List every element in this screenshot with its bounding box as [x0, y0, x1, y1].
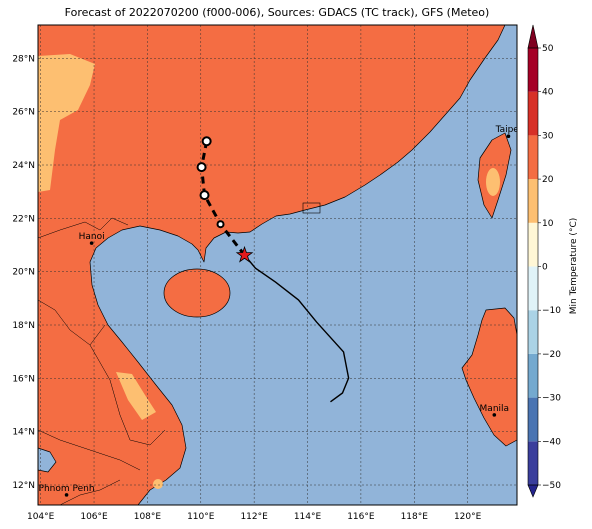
gulf-of-thailand: [38, 447, 57, 473]
colorbar-tick-label: 50: [542, 44, 554, 54]
border: [38, 217, 166, 505]
colorbar-label: Min Temperature (°C): [569, 218, 579, 315]
x-tick-label: 108°E: [134, 512, 162, 522]
x-tick-label: 104°E: [27, 512, 55, 522]
forecast-point: [199, 190, 210, 201]
cold-patch: [153, 479, 163, 489]
colorbar-tick-label: 40: [542, 88, 554, 98]
axes: 104°E 106°E 108°E 110°E 112°E 114°E 116°E 118°E…: [12, 54, 481, 522]
y-tick-label: 12°N: [12, 481, 35, 491]
city-label: Hanoi: [79, 232, 105, 242]
y-tick-label: 20°N: [12, 268, 35, 278]
grid: [38, 25, 517, 505]
x-tick-label: 112°E: [240, 512, 268, 522]
colorbar-tick-label: −50: [542, 481, 561, 491]
y-tick-label: 18°N: [12, 321, 35, 331]
colorbar-bin: [528, 310, 538, 354]
cities: Taipei Hanoi Manila Phnom Penh: [39, 125, 522, 497]
colorbar-tick-label: 10: [542, 219, 554, 229]
colorbar-tick-label: 0: [542, 263, 548, 273]
colorbar-tick-label: −20: [542, 350, 561, 360]
y-tick-label: 16°N: [12, 374, 35, 384]
observed-track: [244, 254, 350, 403]
luzon: [461, 307, 517, 447]
city-label: Manila: [480, 404, 510, 414]
colorbar-bin: [528, 179, 538, 223]
map-frame: [37, 24, 518, 506]
hong-kong-box: [302, 202, 321, 214]
cold-patch: [38, 54, 95, 192]
city-marker: [506, 134, 511, 138]
map-title: Forecast of 2022070200 (f000-006), Sourc…: [65, 6, 490, 19]
colorbar-bin: [528, 441, 538, 485]
colorbar-over: [527, 24, 539, 49]
colorbar-bin: [528, 135, 538, 180]
colorbar-under: [527, 484, 539, 498]
y-tick-label: 22°N: [12, 214, 35, 224]
cold-patch: [116, 372, 156, 420]
x-tick-label: 110°E: [187, 512, 215, 522]
colorbar-tick-label: 20: [542, 175, 554, 185]
city-marker: [89, 241, 94, 245]
colorbar-bin: [528, 353, 538, 398]
map-area: Taipei Hanoi Manila Phnom Penh: [38, 25, 522, 505]
y-tick-label: 28°N: [12, 54, 35, 64]
track: [196, 136, 350, 403]
colorbar: −50 −40 −30 −20 −10 0 10 20 30 40 50: [527, 24, 561, 498]
forecast-point: [196, 162, 207, 173]
colorbar-bin: [528, 91, 538, 136]
cold-patch: [486, 168, 500, 196]
x-tick-label: 118°E: [401, 512, 429, 522]
city-label: Taipei: [495, 125, 522, 135]
colorbar-bin: [528, 266, 538, 311]
colorbar-bin: [528, 222, 538, 267]
hainan: [163, 268, 231, 318]
city-label: Phnom Penh: [39, 484, 95, 494]
current-position: [235, 245, 254, 263]
colorbar-tick-label: −30: [542, 394, 561, 404]
city-marker: [64, 493, 69, 497]
city-marker: [492, 413, 497, 417]
colorbar-tick-label: −10: [542, 306, 561, 316]
y-tick-label: 26°N: [12, 108, 35, 118]
colorbar-bin: [528, 397, 538, 442]
colorbar-bin: [528, 48, 538, 92]
forecast-point: [201, 136, 212, 147]
y-tick-label: 24°N: [12, 161, 35, 171]
x-tick-label: 114°E: [294, 512, 322, 522]
y-tick-label: 14°N: [12, 428, 35, 438]
x-tick-label: 116°E: [347, 512, 375, 522]
mainland: [38, 25, 506, 505]
forecast-point: [216, 220, 225, 229]
colorbar-tick-label: −40: [542, 437, 561, 447]
x-tick-label: 120°E: [454, 512, 482, 522]
colorbar-tick-label: 30: [542, 131, 554, 141]
x-tick-label: 106°E: [80, 512, 108, 522]
